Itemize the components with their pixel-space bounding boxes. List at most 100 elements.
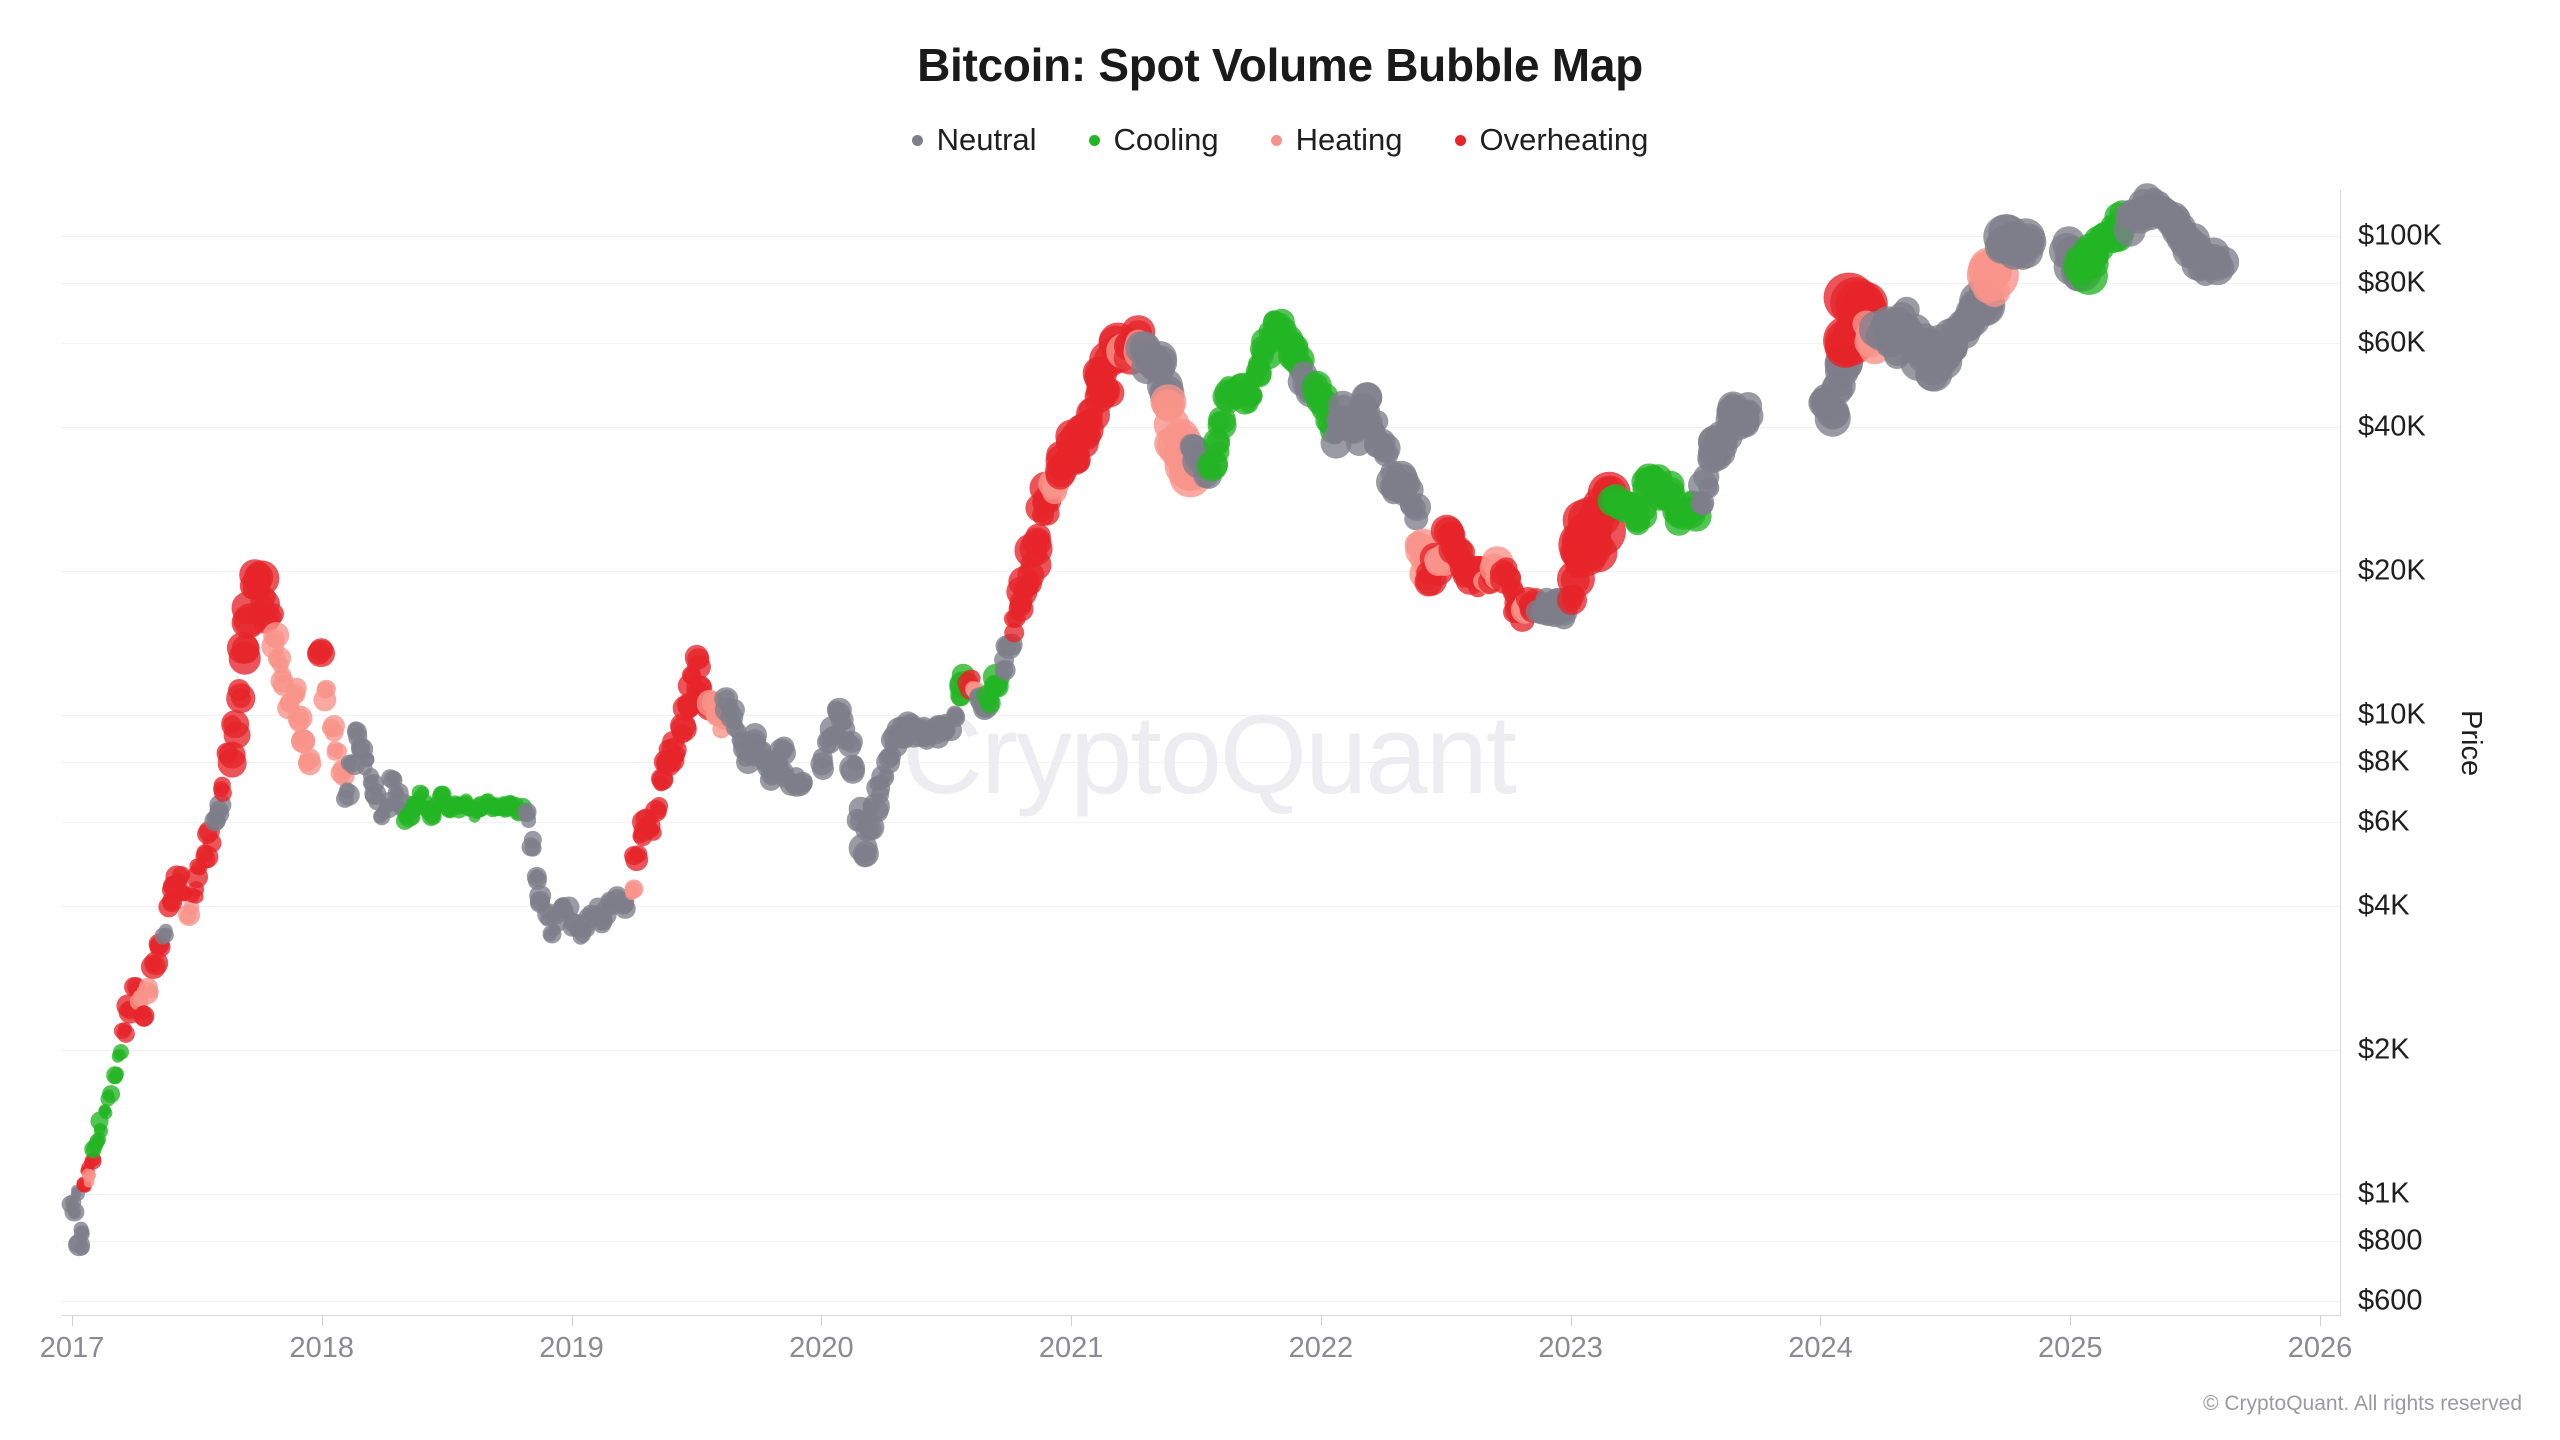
- bubble-overheating[interactable]: [1022, 527, 1052, 557]
- bubble-neutral[interactable]: [1403, 492, 1432, 521]
- bubble-neutral[interactable]: [839, 755, 866, 782]
- bubble-neutral[interactable]: [2200, 251, 2234, 286]
- bubble-overheating[interactable]: [158, 896, 180, 918]
- y-axis-tick-label: $600: [2358, 1284, 2423, 1317]
- bubble-heating[interactable]: [265, 629, 285, 649]
- bubble-overheating[interactable]: [84, 1157, 97, 1170]
- bubble-cooling[interactable]: [106, 1066, 124, 1085]
- bubble-neutral[interactable]: [596, 910, 613, 927]
- bubble-overheating[interactable]: [114, 1023, 131, 1040]
- legend-item-cooling[interactable]: Cooling: [1088, 122, 1219, 158]
- y-axis-tick-label: $40K: [2358, 410, 2426, 443]
- bubble-heating[interactable]: [286, 687, 304, 705]
- bubble-overheating[interactable]: [649, 797, 668, 816]
- x-axis-line: [62, 1315, 2340, 1316]
- bubble-neutral[interactable]: [73, 1225, 90, 1242]
- legend-item-label: Cooling: [1113, 122, 1219, 157]
- bubble-neutral[interactable]: [518, 804, 536, 823]
- bubble-neutral[interactable]: [1687, 469, 1718, 500]
- bubble-overheating[interactable]: [668, 750, 684, 765]
- gridline: [62, 1050, 2340, 1052]
- x-axis-tick: [2320, 1315, 2322, 1326]
- x-axis-tick: [2070, 1315, 2072, 1326]
- bubble-overheating[interactable]: [213, 780, 230, 797]
- gridline: [62, 342, 2340, 344]
- y-axis-tick-label: $800: [2358, 1224, 2423, 1257]
- bubble-overheating[interactable]: [223, 721, 251, 749]
- x-axis-tick-label: 2025: [2037, 1332, 2103, 1364]
- x-axis-tick: [1820, 1315, 1822, 1326]
- x-axis-tick-label: 2021: [1038, 1332, 1104, 1364]
- bubble-cooling[interactable]: [113, 1048, 126, 1062]
- bubble-cooling[interactable]: [92, 1136, 105, 1149]
- bubble-neutral[interactable]: [158, 924, 174, 939]
- x-axis-tick-label: 2019: [539, 1332, 604, 1364]
- legend-item-overheating[interactable]: Overheating: [1454, 122, 1649, 158]
- gridline: [62, 821, 2340, 823]
- bubble-overheating[interactable]: [629, 845, 647, 863]
- bubble-overheating[interactable]: [184, 887, 200, 903]
- legend-item-neutral[interactable]: Neutral: [911, 122, 1037, 158]
- y-axis-tick-label: $1K: [2358, 1177, 2410, 1210]
- y-axis-title: Price: [2455, 710, 2487, 777]
- bubble-cooling[interactable]: [99, 1103, 112, 1116]
- bubble-cooling[interactable]: [1655, 470, 1685, 500]
- bubble-neutral[interactable]: [769, 738, 793, 762]
- legend-dot-icon: [911, 134, 923, 146]
- y-axis-tick-label: $20K: [2358, 554, 2426, 587]
- legend-dot-icon: [1270, 134, 1282, 146]
- bubble-neutral[interactable]: [347, 721, 365, 739]
- bubble-heating[interactable]: [293, 729, 312, 748]
- y-axis-tick-label: $10K: [2358, 698, 2426, 731]
- bubble-cooling[interactable]: [429, 806, 442, 819]
- bubble-neutral[interactable]: [558, 896, 580, 918]
- gridlines: [62, 190, 2340, 1315]
- bubble-cooling[interactable]: [100, 1091, 116, 1107]
- bubble-overheating[interactable]: [231, 635, 260, 664]
- bubble-heating[interactable]: [326, 743, 344, 761]
- bubble-overheating[interactable]: [307, 641, 331, 665]
- copyright-notice: © CryptoQuant. All rights reserved: [2203, 1392, 2522, 1415]
- gridline: [62, 715, 2340, 717]
- bubble-overheating[interactable]: [1085, 373, 1120, 408]
- x-axis-tick-label: 2024: [1788, 1332, 1853, 1364]
- bubble-neutral[interactable]: [838, 734, 862, 758]
- bubble-heating[interactable]: [136, 982, 159, 1005]
- bubble-neutral[interactable]: [948, 709, 965, 726]
- bubble-heating[interactable]: [317, 680, 336, 699]
- bubble-neutral[interactable]: [1734, 391, 1763, 420]
- bubble-overheating[interactable]: [1496, 565, 1521, 590]
- bubble-neutral[interactable]: [381, 769, 399, 788]
- bubble-neutral[interactable]: [529, 869, 544, 884]
- bubble-heating[interactable]: [321, 719, 340, 738]
- legend-item-heating[interactable]: Heating: [1270, 122, 1403, 158]
- y-axis-tick-label: $2K: [2358, 1033, 2410, 1066]
- bubble-overheating[interactable]: [141, 954, 166, 979]
- bubble-neutral[interactable]: [67, 1205, 82, 1219]
- bubble-heating[interactable]: [297, 753, 316, 773]
- bubble-neutral[interactable]: [74, 1240, 90, 1256]
- bubble-heating[interactable]: [624, 881, 642, 899]
- y-axis-tick-label: $8K: [2358, 745, 2410, 778]
- gridline: [62, 571, 2340, 573]
- bubble-overheating[interactable]: [137, 1005, 151, 1020]
- x-axis-tick-label: 2026: [2287, 1332, 2353, 1364]
- bubble-overheating[interactable]: [231, 687, 252, 708]
- x-axis-tick-label: 2018: [289, 1332, 355, 1364]
- bubble-neutral[interactable]: [2012, 226, 2043, 258]
- bubble-neutral[interactable]: [339, 782, 356, 798]
- bubble-heating[interactable]: [81, 1168, 96, 1183]
- bubble-heating[interactable]: [287, 705, 313, 731]
- y-axis-tick-label: $60K: [2358, 326, 2426, 359]
- bubble-neutral[interactable]: [1814, 400, 1852, 437]
- gridline: [62, 761, 2340, 763]
- bubble-neutral[interactable]: [524, 839, 542, 857]
- watermark: CryptoQuant: [902, 692, 1517, 817]
- legend-item-label: Overheating: [1479, 122, 1649, 157]
- bubble-overheating[interactable]: [170, 873, 187, 889]
- bubble-cooling[interactable]: [1237, 384, 1262, 409]
- y-axis-line: [2340, 190, 2341, 1316]
- bubble-neutral[interactable]: [832, 713, 851, 732]
- y-axis-tick-label: $80K: [2358, 266, 2426, 299]
- plot-area: CryptoQuant: [61, 183, 2340, 1315]
